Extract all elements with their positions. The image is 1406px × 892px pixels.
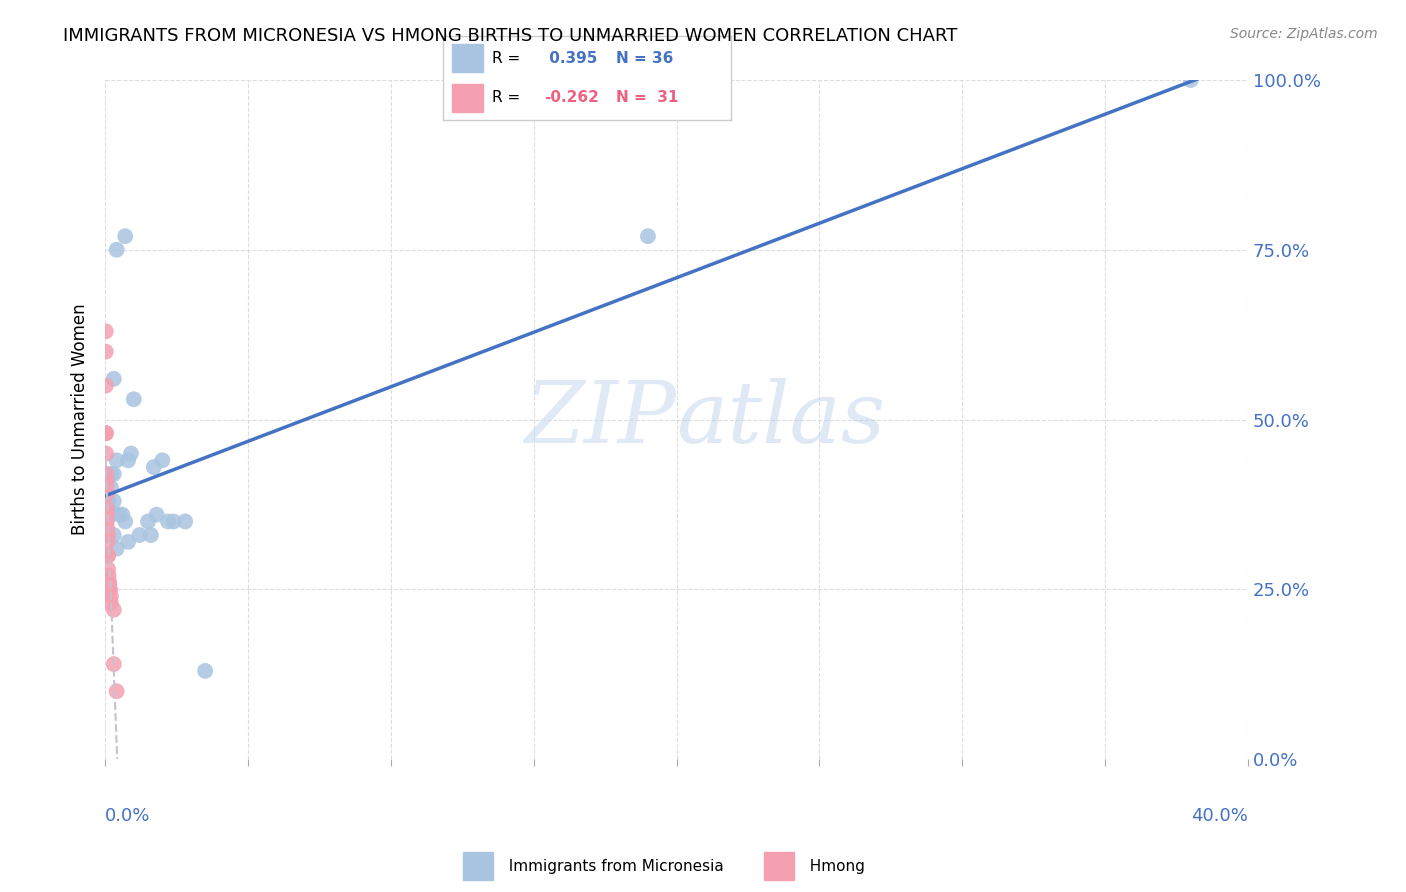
Point xyxy=(97,500,120,515)
Point xyxy=(103,657,125,672)
Point xyxy=(97,569,120,583)
FancyBboxPatch shape xyxy=(463,853,492,880)
Point xyxy=(96,494,118,508)
Point xyxy=(97,549,120,563)
FancyBboxPatch shape xyxy=(765,853,794,880)
Point xyxy=(97,549,120,563)
Point xyxy=(96,494,118,508)
Point xyxy=(94,378,117,392)
Point xyxy=(100,481,122,495)
Point xyxy=(94,446,117,460)
Text: ZIP: ZIP xyxy=(524,378,676,461)
Point xyxy=(163,515,186,529)
Text: N =  31: N = 31 xyxy=(616,90,678,105)
Point xyxy=(120,446,142,460)
Point xyxy=(142,460,165,475)
Point xyxy=(117,534,139,549)
Point xyxy=(96,508,118,522)
Point xyxy=(94,344,117,359)
Text: 0.395: 0.395 xyxy=(544,51,598,66)
Point xyxy=(103,603,125,617)
Point xyxy=(637,229,659,244)
Point xyxy=(97,494,120,508)
Point xyxy=(103,467,125,481)
FancyBboxPatch shape xyxy=(451,84,484,112)
Point xyxy=(96,474,118,488)
Point xyxy=(174,515,197,529)
Point xyxy=(105,453,128,467)
Point xyxy=(96,481,118,495)
Point xyxy=(103,372,125,386)
Point xyxy=(98,582,121,597)
Point xyxy=(122,392,145,407)
Point xyxy=(98,575,121,590)
Point xyxy=(105,684,128,698)
Point xyxy=(100,508,122,522)
Point xyxy=(97,534,120,549)
Point xyxy=(96,508,118,522)
Text: atlas: atlas xyxy=(676,378,886,461)
Point xyxy=(96,521,118,535)
Point xyxy=(96,528,118,542)
Point xyxy=(96,515,118,529)
Y-axis label: Births to Unmarried Women: Births to Unmarried Women xyxy=(72,304,89,535)
Point xyxy=(100,467,122,481)
Point xyxy=(96,487,118,501)
Point xyxy=(105,243,128,257)
Point xyxy=(94,426,117,441)
Point xyxy=(97,562,120,576)
Point xyxy=(100,596,122,610)
Point xyxy=(117,453,139,467)
Text: -0.262: -0.262 xyxy=(544,90,599,105)
Text: 40.0%: 40.0% xyxy=(1191,806,1249,825)
Point xyxy=(98,582,121,597)
Text: IMMIGRANTS FROM MICRONESIA VS HMONG BIRTHS TO UNMARRIED WOMEN CORRELATION CHART: IMMIGRANTS FROM MICRONESIA VS HMONG BIRT… xyxy=(63,27,957,45)
Point xyxy=(111,508,134,522)
Point xyxy=(114,229,136,244)
Point xyxy=(97,494,120,508)
Point xyxy=(100,589,122,603)
Point xyxy=(157,515,180,529)
Text: R =: R = xyxy=(492,51,524,66)
Point xyxy=(94,324,117,338)
Point xyxy=(150,453,173,467)
Point xyxy=(97,528,120,542)
Text: 0.0%: 0.0% xyxy=(105,806,150,825)
Text: R =: R = xyxy=(492,90,524,105)
Text: Hmong: Hmong xyxy=(800,859,865,873)
Point xyxy=(94,426,117,441)
Point xyxy=(145,508,167,522)
Point xyxy=(128,528,150,542)
Point xyxy=(136,515,159,529)
Point xyxy=(97,575,120,590)
Point xyxy=(108,508,131,522)
Point xyxy=(94,467,117,481)
Point xyxy=(139,528,162,542)
Point xyxy=(114,515,136,529)
Text: N = 36: N = 36 xyxy=(616,51,673,66)
Text: Immigrants from Micronesia: Immigrants from Micronesia xyxy=(499,859,723,873)
Point xyxy=(96,500,118,515)
Text: Source: ZipAtlas.com: Source: ZipAtlas.com xyxy=(1230,27,1378,41)
Point xyxy=(105,541,128,556)
Point xyxy=(194,664,217,678)
Point xyxy=(103,494,125,508)
Point xyxy=(1180,73,1202,87)
Point xyxy=(96,528,118,542)
Point xyxy=(103,528,125,542)
FancyBboxPatch shape xyxy=(451,45,484,72)
